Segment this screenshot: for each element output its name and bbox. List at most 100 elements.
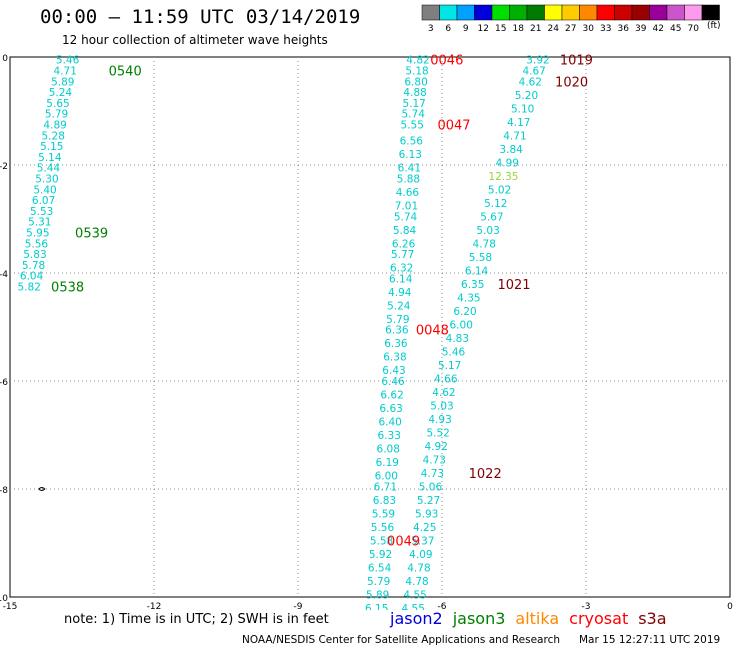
color-scale-label: 39 [635,24,647,34]
wave-height-value: 4.35 [457,292,480,304]
wave-height-value: 4.88 [403,87,426,99]
satellite-legend-cryosat: cryosat [569,609,629,628]
wave-height-value: 6.14 [389,273,413,285]
y-tick-label: -4 [0,270,8,280]
wave-height-value: 5.74 [402,109,426,121]
wave-height-value: 5.55 [401,120,424,132]
color-scale-label: 30 [583,24,595,34]
wave-height-value: 5.14 [38,152,62,164]
wave-height-value: 4.17 [507,117,530,129]
pass-time-label: 1019 [560,54,593,69]
wave-height-value: 5.79 [386,314,409,326]
wave-height-value: 5.59 [372,508,395,520]
wave-height-value: 6.20 [453,306,476,318]
wave-height-value: 5.82 [18,282,41,294]
y-tick-label: -10 [0,594,8,604]
wave-height-value: 5.52 [426,427,449,439]
footer-credit: NOAA/NESDIS Center for Satellite Applica… [242,634,560,646]
wave-height-value: 4.94 [388,287,412,299]
pass-time-label: 0047 [437,119,470,134]
wave-height-value: 4.71 [54,66,77,78]
color-scale-label: 9 [463,24,469,34]
footer-timestamp: Mar 15 12:27:11 UTC 2019 [579,634,721,646]
wave-height-value: 5.53 [30,206,53,218]
wave-height-value: 4.66 [434,373,458,385]
wave-height-value: 5.83 [23,249,46,261]
wave-height-value: 4.99 [496,157,519,169]
wave-height-value: 4.89 [43,120,66,132]
x-tick-label: 0 [727,602,733,610]
wave-height-value: 6.33 [378,430,401,442]
wave-height-value: 5.78 [22,260,45,272]
satellite-legend-altika: altika [515,609,560,628]
color-scale-label: 15 [495,24,506,34]
wave-height-value: 6.35 [461,279,484,291]
wave-height-value: 5.56 [25,238,49,250]
wave-height-value: 5.95 [26,228,49,240]
wave-height-value: 6.63 [379,403,402,415]
wave-height-value: 4.55 [403,589,426,601]
color-scale-label: 45 [670,24,681,34]
wave-height-value: 5.12 [484,198,507,210]
wave-height-value: 6.43 [382,365,405,377]
wave-height-value: 4.78 [473,238,496,250]
wave-height-value: 5.24 [387,300,411,312]
wave-height-value: 5.89 [366,589,389,601]
wave-height-value: 6.26 [392,238,416,250]
wave-height-value: 5.67 [480,211,503,223]
wave-height-value: 4.78 [407,562,430,574]
y-tick-label: 0 [2,54,8,64]
island-outline [38,487,46,491]
wave-height-value: 5.03 [430,400,453,412]
wave-height-value: 6.00 [450,319,473,331]
x-tick-label: -9 [294,602,303,610]
wave-height-value: 5.18 [405,66,428,78]
wave-height-value: 7.01 [395,201,418,213]
wave-height-value: 5.79 [45,109,68,121]
wave-height-value: 4.62 [519,76,542,88]
wave-height-value: 3.92 [526,55,549,67]
wave-height-value: 5.89 [51,76,74,88]
pass-time-label: 1022 [469,467,502,482]
map-frame [9,56,731,598]
wave-height-value: 6.07 [32,195,55,207]
wave-height-value: 6.32 [390,263,413,275]
satellite-legend-jason2: jason2 [390,609,443,628]
wave-height-value: 6.62 [380,390,403,402]
color-scale-label: 18 [513,24,525,34]
wave-height-value: 4.09 [409,549,432,561]
color-scale-label: 21 [530,24,541,34]
wave-height-value: 6.54 [368,562,392,574]
wave-height-value: 4.25 [413,522,436,534]
wave-height-value: 5.24 [49,87,73,99]
wave-height-value: 4.71 [503,130,526,142]
wave-height-value: 6.36 [384,338,408,350]
pass-time-label: 1021 [497,278,530,293]
wave-height-value: 5.15 [40,141,63,153]
wave-height-value: 4.92 [425,441,448,453]
wave-height-value: 5.56 [371,522,395,534]
color-scale-label: 33 [600,24,611,34]
wave-height-value: 5.84 [393,225,417,237]
wave-height-value: 5.46 [56,55,80,67]
color-scale-unit: (ft) [707,21,721,31]
satellite-legend-s3a: s3a [638,609,667,628]
wave-height-value: 5.58 [370,535,393,547]
wave-height-value: 4.66 [396,187,420,199]
wave-height-value: 5.03 [476,225,499,237]
color-scale-label: 3 [428,24,434,34]
wave-height-value: 5.58 [469,252,492,264]
color-scale-label: 12 [478,24,489,34]
wave-height-value: 6.80 [404,76,427,88]
wave-height-value: 4.73 [421,468,444,480]
wave-height-value: 4.67 [522,66,545,78]
wave-height-value: 5.92 [369,549,392,561]
y-tick-label: -8 [0,486,8,496]
pass-time-label: 0540 [109,65,142,80]
pass-time-label: 0046 [430,54,463,69]
wave-height-value: 5.65 [46,98,69,110]
wave-height-value: 6.56 [400,136,424,148]
pass-time-label: 0049 [387,534,420,549]
wave-height-value: 6.41 [398,163,421,175]
wave-height-value: 5.77 [391,249,414,261]
